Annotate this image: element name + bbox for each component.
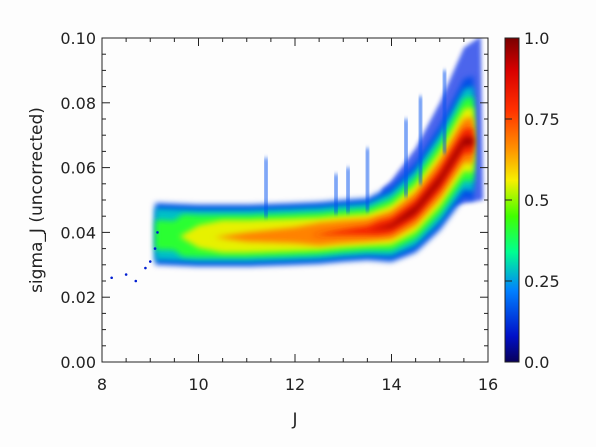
y-tick-label: 0.06 bbox=[60, 159, 96, 178]
colorbar-tick-label: 1.0 bbox=[524, 29, 549, 48]
colorbar: 1.0 0.75 0.5 0.25 0.0 bbox=[504, 29, 560, 372]
sparse-point bbox=[144, 266, 147, 270]
sparse-point bbox=[134, 279, 138, 283]
x-tick-label: 14 bbox=[381, 375, 401, 394]
spike-feature bbox=[404, 119, 408, 197]
density-layer bbox=[110, 38, 484, 283]
y-tick-label: 0.08 bbox=[60, 94, 96, 113]
spike-feature bbox=[418, 96, 422, 185]
sparse-point bbox=[156, 231, 159, 234]
y-axis: 0.00 0.02 0.04 0.06 0.08 0.10 bbox=[60, 29, 488, 372]
sparse-point bbox=[153, 247, 157, 250]
spike-feature bbox=[365, 148, 369, 212]
x-tick-label: 8 bbox=[97, 375, 107, 394]
spike-feature bbox=[443, 70, 447, 154]
spike-feature bbox=[334, 174, 338, 214]
density-contour bbox=[155, 117, 474, 246]
spike-feature bbox=[264, 157, 268, 218]
sparse-point bbox=[148, 260, 152, 263]
colorbar-tick-label: 0.0 bbox=[524, 353, 549, 372]
colorbar-tick-label: 0.5 bbox=[524, 191, 549, 210]
x-tick-label: 12 bbox=[285, 375, 305, 394]
colorbar-tick-label: 0.75 bbox=[524, 110, 560, 129]
x-tick-label: 10 bbox=[188, 375, 208, 394]
y-tick-label: 0.04 bbox=[60, 223, 96, 242]
x-tick-label: 16 bbox=[478, 375, 498, 394]
x-axis-label: J bbox=[291, 410, 297, 430]
y-axis-label: sigma_J (uncorrected) bbox=[27, 107, 47, 293]
spike-feature bbox=[346, 167, 350, 213]
y-tick-label: 0.10 bbox=[60, 29, 96, 48]
y-tick-label: 0.00 bbox=[60, 353, 96, 372]
sparse-point bbox=[110, 276, 113, 280]
plot-area bbox=[110, 38, 484, 283]
y-tick-label: 0.02 bbox=[60, 288, 96, 307]
x-axis: 8 10 12 14 16 bbox=[97, 38, 498, 394]
colorbar-tick-label: 0.25 bbox=[524, 272, 560, 291]
sparse-point bbox=[124, 273, 128, 276]
